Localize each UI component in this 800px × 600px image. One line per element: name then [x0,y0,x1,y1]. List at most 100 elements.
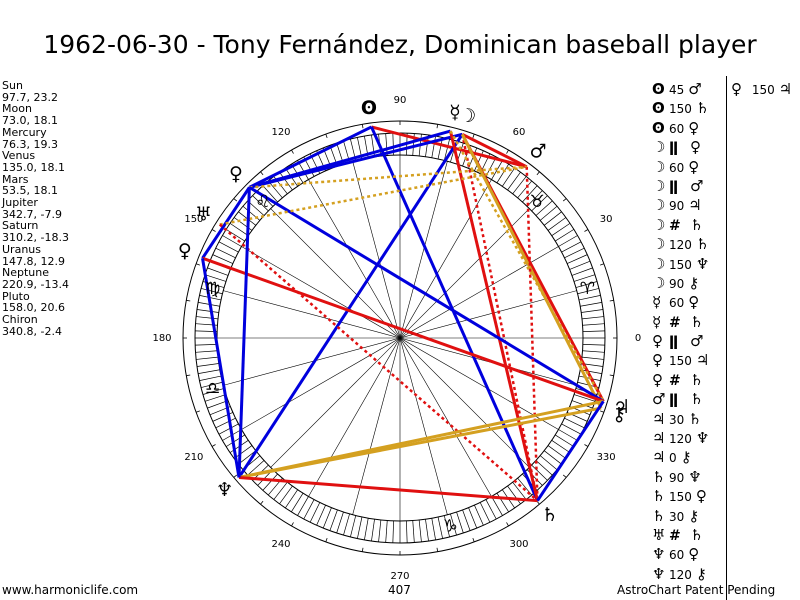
wheel-outer-tick [233,198,238,202]
aspect-line [248,129,451,189]
wheel-outer-tick [260,500,264,505]
wheel-outer-tick [584,444,589,447]
aspect-planet-2: ♃ [688,196,702,215]
wheel-degree-tick [322,507,332,529]
aspect-planet-2: ♆ [688,467,702,486]
aspect-planet-1: ☽ [652,254,666,273]
wheel-degree-tick [309,502,321,523]
aspect-line [449,130,605,402]
aspect-symbol: 150 [669,490,692,505]
aspect-symbol: # [669,372,681,389]
aspect-symbol: ǁ [669,334,679,351]
aspect-symbol: # [669,527,681,544]
wheel-degree-tick [507,485,521,505]
wheel-degree-tick [437,516,443,539]
aspect-planet-2: ♃ [778,80,793,98]
aspect-row: ♃ 120 ♆ [652,429,726,448]
aspect-planet-1: ♀ [652,370,663,389]
wheel-degree-tick [581,316,604,320]
wheel-degree-tick [581,356,604,360]
aspect-symbol: 150 [669,257,692,272]
aspect-line [248,186,605,403]
wheel-degree-tick [215,417,236,429]
aspect-line [202,256,604,403]
planet-glyph-sun: ʘ [361,97,377,119]
wheel-outer-tick [325,538,328,543]
wheel-outer-tick [233,474,238,478]
aspect-row: ☽ 150 ♆ [652,255,726,274]
wheel-degree-tick [479,502,491,523]
aspect-symbol: 60 [669,121,685,136]
planet-glyph-pluto: ♀ [178,240,192,262]
site-link[interactable]: www.harmoniclife.com [2,583,139,597]
aspect-row: ♀ 150 ♃ [652,351,726,370]
wheel-degree-tick [573,274,596,282]
aspect-planet-2: ♂ [688,80,702,98]
aspect-row: ♄ 30 ⚷ [652,507,726,526]
wheel-degree-tick [198,369,220,374]
aspect-symbol: 150 [669,102,692,117]
aspect-symbol: 60 [669,296,685,311]
aspect-line [219,165,527,226]
planet-name: Moon [2,102,32,116]
wheel-degree-tick [517,180,533,199]
wheel-degree-tick [551,440,571,453]
aspect-row: ♃ 30 ♄ [652,410,726,429]
wheel-degree-tick [378,519,382,542]
aspect-row: ☽ ǁ ♂ [652,177,726,196]
wheel-degree-tick [418,519,422,542]
wheel-degree-tick [531,195,548,212]
planet-glyph-chiron: ⚷ [612,403,626,425]
wheel-degree-tick [526,190,543,207]
aspect-planet-2: ⚷ [680,448,692,467]
wheel-degree-tick [580,302,602,307]
wheel-outer-tick [186,374,191,377]
chart-title: 1962-06-30 - Tony Fernández, Dominican b… [43,30,757,59]
aspect-planet-1: ♄ [652,506,666,525]
wheel-degree-tick [582,330,605,332]
degree-label: 330 [597,452,616,463]
planet-position: 147.8, 12.9 [2,254,65,268]
aspect-planet-1: ♀ [652,332,663,351]
wheel-outer-tick [609,374,614,377]
aspect-planet-2: ♂ [690,332,704,351]
wheel-degree-tick [564,247,585,259]
aspect-planet-1: ʘ [652,80,665,98]
aspect-planet-2: ♄ [695,235,710,254]
aspect-planet-2: ♆ [695,429,710,448]
aspect-symbol: # [669,217,681,234]
wheel-degree-tick [561,241,582,253]
wheel-degree-tick [196,363,219,367]
aspect-symbol: 120 [669,432,692,447]
aspect-row: ☽ ǁ ♀ [652,138,726,157]
planet-glyph-neptune: ♆ [216,479,233,501]
planet-glyph-venus: ♀ [229,163,243,185]
aspect-planet-1: ☽ [652,235,666,254]
wheel-degree-tick [485,499,497,520]
wheel-degree-tick [437,137,443,160]
aspect-planet-2: ♄ [688,409,702,428]
degree-label: 240 [271,539,290,550]
wheel-degree-tick [555,434,575,447]
planet-position: 158.0, 20.6 [2,301,65,315]
wheel-degree-tick [450,513,457,536]
wheel-degree-tick [580,369,602,374]
wheel-outer-tick [506,522,509,527]
wheel-degree-tick [199,375,222,381]
wheel-degree-tick [196,356,219,360]
wheel-degree-tick [225,229,245,242]
wheel-degree-tick [329,509,338,531]
degree-label: 120 [271,127,290,138]
wheel-outer-tick [195,263,200,266]
wheel-degree-tick [535,460,553,476]
aspect-planet-1: ♄ [652,487,666,506]
aspect-line [218,223,539,502]
wheel-degree-tick [468,147,478,169]
aspect-planet-2: ♄ [690,370,704,389]
aspect-line [525,166,539,501]
degree-label: 0 [635,333,641,344]
aspect-planet-1: ♃ [652,429,666,448]
wheel-outer-tick [211,444,216,447]
aspect-symbol: 150 [669,354,692,369]
